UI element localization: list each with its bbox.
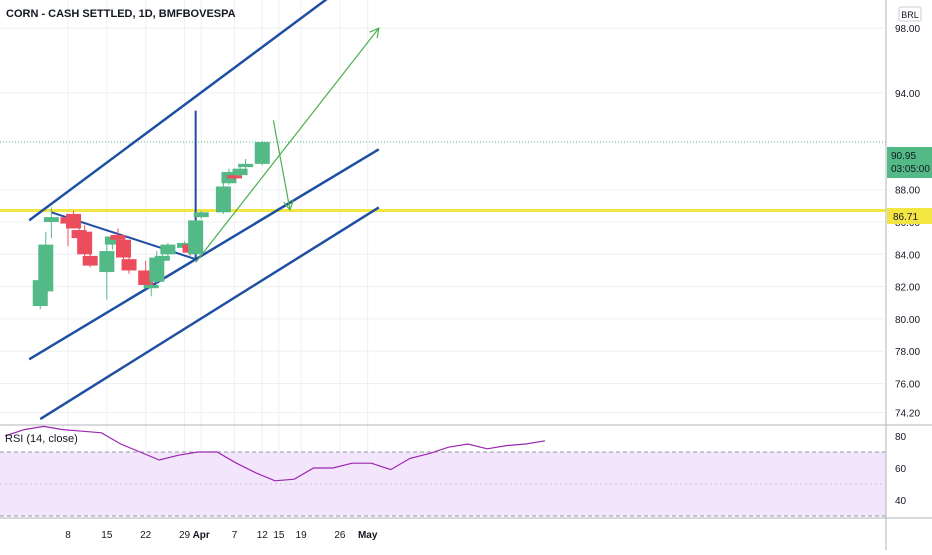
- lower-channel-line[interactable]: [39, 206, 380, 421]
- candle-body: [188, 220, 204, 255]
- candle-countdown: 03:05:00: [891, 164, 930, 175]
- x-tick-label: 19: [296, 530, 308, 541]
- drawing-layer[interactable]: [0, 0, 886, 421]
- candle[interactable]: [77, 225, 93, 256]
- x-tick-label: 26: [334, 530, 346, 541]
- candle[interactable]: [160, 242, 176, 260]
- x-tick-label: 7: [232, 530, 238, 541]
- candle[interactable]: [43, 207, 59, 239]
- candle-body: [227, 175, 242, 179]
- candle-body: [82, 255, 98, 266]
- x-tick-label: 15: [101, 530, 113, 541]
- candle-body: [143, 284, 159, 289]
- y-tick-label: 74.20: [895, 409, 920, 420]
- upper-channel-line[interactable]: [28, 0, 379, 222]
- x-tick-label: 8: [65, 530, 71, 541]
- candle[interactable]: [188, 110, 204, 260]
- y-tick-label: 80.00: [895, 315, 920, 326]
- y-tick-label: 88.00: [895, 186, 920, 197]
- candle[interactable]: [143, 281, 159, 297]
- y-tick-label: 82.00: [895, 283, 920, 294]
- x-tick-label: 15: [273, 530, 285, 541]
- candle-body: [43, 217, 59, 222]
- candle-body: [238, 163, 254, 168]
- current-price-tag: 90.95 03:05:00: [887, 147, 932, 178]
- support-level-value: 86.71: [893, 212, 918, 223]
- projection-pullback-arrowhead[interactable]: [283, 200, 294, 212]
- middle-channel-line[interactable]: [28, 148, 380, 361]
- rsi-band: [0, 451, 886, 517]
- y-tick-label: 84.00: [895, 250, 920, 261]
- rsi-line: [4, 425, 546, 482]
- candle[interactable]: [116, 236, 131, 260]
- projection-pullback-arrow-line[interactable]: [272, 120, 291, 210]
- rsi-tick-label: 80: [895, 432, 907, 443]
- candle[interactable]: [66, 210, 82, 229]
- rsi-layer: [4, 425, 546, 482]
- rsi-tick-label: 60: [895, 464, 907, 475]
- candle[interactable]: [238, 159, 254, 171]
- candle[interactable]: [38, 231, 54, 295]
- candle-body: [121, 259, 137, 271]
- candle[interactable]: [254, 141, 270, 166]
- candle-body: [215, 186, 231, 213]
- candle[interactable]: [215, 180, 231, 214]
- x-tick-label: Apr: [193, 530, 210, 541]
- candle[interactable]: [82, 252, 98, 268]
- candle-body: [160, 244, 176, 255]
- rsi-indicator-label[interactable]: RSI (14, close): [5, 433, 78, 445]
- current-price-value: 90.95: [891, 151, 916, 162]
- candle-body: [77, 231, 93, 255]
- candle-body: [254, 142, 270, 164]
- y-tick-label: 78.00: [895, 347, 920, 358]
- candle[interactable]: [99, 241, 115, 300]
- x-tick-label: 29: [179, 530, 191, 541]
- x-tick-label: May: [358, 530, 378, 541]
- candle-layer[interactable]: [32, 110, 270, 310]
- candle-body: [99, 251, 115, 273]
- grid-layer: [0, 0, 886, 518]
- candle[interactable]: [193, 210, 209, 219]
- candle[interactable]: [154, 254, 170, 266]
- candle-body: [154, 255, 170, 261]
- candle[interactable]: [104, 236, 120, 250]
- candle-body: [66, 213, 82, 229]
- chart-title: CORN - CASH SETTLED, 1D, BMFBOVESPA: [6, 8, 236, 20]
- candle-body: [232, 168, 248, 176]
- projection-up-arrow-line[interactable]: [195, 27, 380, 263]
- candle-body: [110, 234, 126, 240]
- currency-label: BRL: [901, 10, 919, 20]
- y-tick-label: 76.00: [895, 380, 920, 391]
- x-tick-label: 22: [140, 530, 152, 541]
- projection-up-arrowhead[interactable]: [369, 27, 380, 39]
- support-level-tag: 86.71: [887, 208, 932, 224]
- y-tick-label: 98.00: [895, 24, 920, 35]
- candle-body: [193, 212, 209, 218]
- currency-badge[interactable]: BRL: [898, 6, 922, 22]
- x-tick-label: 12: [257, 530, 269, 541]
- rsi-tick-label: 40: [895, 496, 907, 507]
- candle[interactable]: [121, 255, 137, 274]
- candle-body: [149, 257, 165, 282]
- y-tick-label: 94.00: [895, 89, 920, 100]
- rsi-band-fill: [0, 452, 886, 516]
- candle-body: [116, 239, 131, 258]
- candle-body: [104, 236, 120, 245]
- candle-body: [38, 244, 54, 292]
